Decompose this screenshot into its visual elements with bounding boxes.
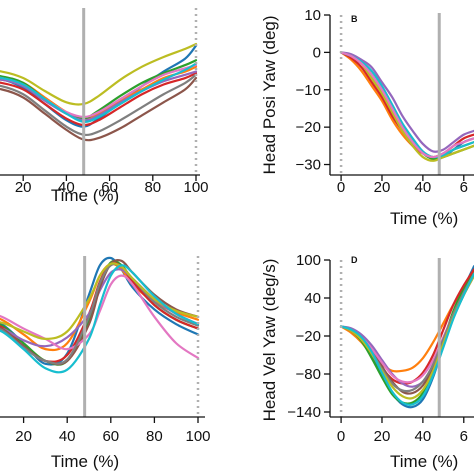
panel-c: 20 40 60 80 100 Time (%) (0, 256, 211, 471)
panel-c-x-tick-label: 40 (59, 428, 76, 445)
panel-d-y-tick-label: −140 (287, 404, 321, 421)
panel-d-series-line (339, 272, 474, 384)
panel-a-x-tick-label: 80 (144, 179, 161, 196)
panel-d-x-tick-label: 20 (374, 428, 391, 445)
panel-b-x-tick-label: 6 (460, 179, 468, 196)
panel-d-x-label: Time (%) (390, 452, 458, 471)
panel-b-y-ticks: 10 0 −10 −20 −30 (296, 7, 330, 174)
panel-b-y-tick-label: −30 (296, 157, 321, 174)
panel-a-series-line (0, 73, 198, 137)
panel-a-series-line (0, 72, 198, 127)
panel-d-y-tick-label: −20 (296, 328, 321, 345)
panel-d-letter: D (351, 255, 358, 265)
panel-d-x-tick-label: 6 (460, 428, 468, 445)
panel-b-x-tick-label: 20 (374, 179, 391, 196)
panel-b-x-label: Time (%) (390, 209, 458, 228)
panel-a-x-label: Time (%) (51, 186, 119, 205)
panel-c-series-line (0, 274, 200, 360)
panel-d-series (339, 265, 474, 409)
panel-b-y-tick-label: −20 (296, 119, 321, 136)
panel-d-series-line (339, 272, 474, 406)
panel-d-series-line (339, 271, 474, 373)
panel-c-x-label: Time (%) (51, 452, 119, 471)
panel-b-series (339, 51, 474, 162)
panel-d-y-tick-label: 100 (296, 252, 321, 269)
panel-d-series-line (339, 268, 474, 385)
panel-b-x-ticks: 0 20 40 6 (337, 175, 468, 196)
panel-a-x-tick-label: 100 (183, 179, 208, 196)
panel-b-letter: B (351, 14, 358, 24)
panel-b-y-tick-label: 10 (304, 7, 321, 24)
panel-d-y-tick-label: 40 (304, 290, 321, 307)
panel-b-x-tick-label: 40 (415, 179, 432, 196)
panel-d: 0 20 40 6 100 40 −20 −80 −140 Time (%) Head Vel… (260, 252, 474, 471)
panel-b-series-line (339, 51, 474, 159)
panel-c-x-tick-label: 60 (102, 428, 119, 445)
panel-b-series-line (339, 51, 474, 159)
panel-d-y-label: Head Vel Yaw (deg/s) (260, 259, 279, 422)
panel-d-y-tick-label: −80 (296, 366, 321, 383)
panel-b-series-line (339, 51, 474, 153)
panel-a-series-line (0, 42, 198, 106)
panel-b: 0 20 40 6 10 0 −10 −20 −30 Time (%) Head Posi Y… (260, 7, 474, 228)
panel-c-x-tick-label: 20 (15, 428, 32, 445)
panel-d-y-ticks: 100 40 −20 −80 −140 (287, 252, 330, 421)
panel-a-x-tick-label: 20 (15, 179, 32, 196)
panel-c-series-line (0, 262, 200, 365)
panel-d-series-line (339, 272, 474, 393)
panel-a: 20 40 60 80 100 Time (%) (0, 8, 209, 205)
panel-d-x-ticks: 0 20 40 6 (337, 417, 468, 445)
panel-a-x-tick-label: 40 (58, 179, 75, 196)
panel-c-x-tick-label: 80 (146, 428, 163, 445)
panel-d-x-tick-label: 40 (415, 428, 432, 445)
panel-a-x-tick-label: 60 (101, 179, 118, 196)
panel-c-series-line (0, 262, 200, 340)
panel-c-x-ticks: 20 40 60 80 100 (15, 417, 211, 445)
panel-b-y-label: Head Posi Yaw (deg) (260, 15, 279, 174)
panel-a-x-ticks: 20 40 60 80 100 (15, 175, 209, 196)
panel-a-series-line (0, 70, 198, 122)
panel-b-x-tick-label: 0 (337, 179, 345, 196)
panel-c-x-tick-label: 100 (185, 428, 210, 445)
panel-b-y-tick-label: −10 (296, 82, 321, 99)
panel-a-series-line (0, 62, 198, 123)
panel-c-series-line (0, 264, 200, 374)
panel-d-x-tick-label: 0 (337, 428, 345, 445)
panel-a-series (0, 42, 198, 142)
panel-a-series-line (0, 76, 198, 142)
panel-c-series (0, 256, 200, 374)
panel-b-y-tick-label: 0 (313, 44, 321, 61)
